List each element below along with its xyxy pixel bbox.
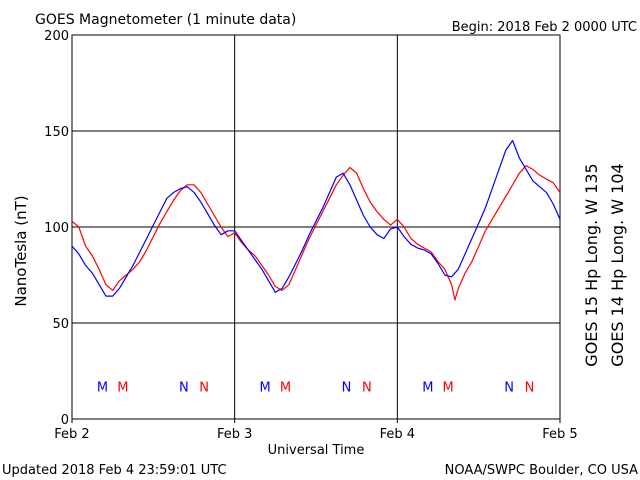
x-tick-label: Feb 5 (542, 427, 577, 442)
noon-marker: N (525, 380, 535, 395)
y-tick-label: 100 (44, 221, 69, 236)
tick-layer: 0 50 100 150 200 Feb 2 Feb 3 Feb 4 Feb 5 (44, 29, 578, 442)
x-tick-label: Feb 4 (380, 427, 415, 442)
series-goes14-line (71, 140, 561, 297)
noon-marker: N (504, 380, 514, 395)
noon-marker: N (199, 380, 209, 395)
updated-timestamp: Updated 2018 Feb 4 23:59:01 UTC (2, 463, 227, 478)
begin-time: Begin: 2018 Feb 2 0000 UTC (452, 20, 637, 35)
noon-marker: N (179, 380, 189, 395)
noon-marker: N (362, 380, 372, 395)
y-tick-label: 150 (44, 125, 69, 140)
y-tick-label: 50 (52, 317, 69, 332)
series-goes15-line (71, 165, 561, 301)
midnight-marker: M (117, 380, 128, 395)
midnight-marker: M (97, 380, 108, 395)
y-tick-label: 0 (61, 413, 69, 428)
midnight-marker: M (422, 380, 433, 395)
midnight-marker: M (443, 380, 454, 395)
x-tick-label: Feb 3 (217, 427, 252, 442)
series-layer (71, 140, 561, 301)
y-axis-label: NanoTesla (nT) (12, 195, 30, 306)
noon-marker: N (342, 380, 352, 395)
x-tick-label: Feb 2 (54, 427, 89, 442)
legend-goes14: GOES 14 Hp Long. W 104 (608, 163, 627, 366)
midnight-marker: M (260, 380, 271, 395)
y-tick-label: 200 (44, 29, 69, 44)
x-axis-label: Universal Time (268, 443, 365, 458)
midnight-marker: M (280, 380, 291, 395)
grid-layer (71, 34, 561, 420)
chart-title: GOES Magnetometer (1 minute data) (35, 12, 296, 28)
source-credit: NOAA/SWPC Boulder, CO USA (445, 463, 638, 478)
legend-goes15: GOES 15 Hp Long. W 135 (582, 163, 601, 366)
